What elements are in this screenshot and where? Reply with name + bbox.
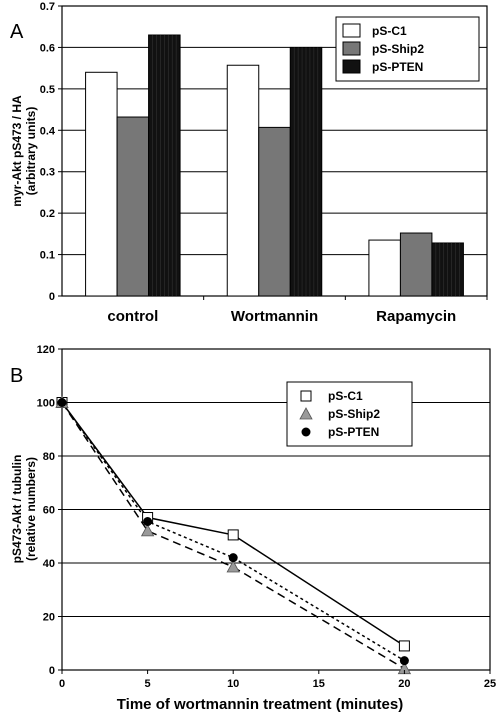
y-ticks-a: 0 0.1 0.2 0.3 0.4 0.5 0.6 0.7 xyxy=(40,1,62,303)
y-tick-label-a: 0.4 xyxy=(40,125,56,137)
legend-b: pS-C1 pS-Ship2 pS-PTEN xyxy=(286,381,413,447)
grid-b xyxy=(62,402,490,617)
x-tick-label-b: 20 xyxy=(398,678,410,690)
bar-ps-c1-rapamycin xyxy=(368,239,401,297)
y-tick-label-b: 0 xyxy=(49,665,55,677)
category-labels-a: control Wortmannin Rapamycin xyxy=(107,296,488,325)
point-ps-pten xyxy=(399,656,409,666)
y-tick-label-a: 0.7 xyxy=(40,1,55,13)
y-tick-label-a: 0.6 xyxy=(40,42,55,54)
legend-marker-ps-c1 xyxy=(300,390,312,402)
category-label: control xyxy=(107,308,158,325)
y-tick-label-a: 0.5 xyxy=(40,84,55,96)
y-tick-label-b: 40 xyxy=(43,558,55,570)
y-tick-label-a: 0.3 xyxy=(40,167,55,179)
point-ps-c1 xyxy=(227,529,239,541)
x-tick-label-b: 5 xyxy=(145,678,151,690)
bar-ps-ship2-rapamycin xyxy=(399,232,433,297)
y-tick-label-b: 120 xyxy=(37,344,55,356)
category-label: Rapamycin xyxy=(376,308,456,325)
x-tick-label-b: 15 xyxy=(313,678,325,690)
y-tick-label-b: 20 xyxy=(43,612,55,624)
legend-label-ps-pten: pS-PTEN xyxy=(328,425,379,439)
legend-swatch-ps-ship2 xyxy=(342,41,361,56)
y-tick-label-b: 60 xyxy=(43,505,55,517)
bar-ps-ship2-control xyxy=(116,116,150,297)
point-ps-c1 xyxy=(398,640,410,652)
line-ps-pten xyxy=(61,402,405,662)
y-tick-label-a: 0.1 xyxy=(40,250,55,262)
bar-ps-ship2-wortmannin xyxy=(258,126,291,297)
point-ps-ship2 xyxy=(226,560,240,573)
x-ticks-b: 0 5 10 15 20 25 xyxy=(59,670,496,690)
legend-marker-ps-pten xyxy=(301,427,311,437)
legend-label-ps-c1: pS-C1 xyxy=(328,389,363,403)
legend-label-ps-ship2: pS-Ship2 xyxy=(328,407,380,421)
legend-label-ps-pten: pS-PTEN xyxy=(372,60,423,74)
legend-swatch-ps-c1 xyxy=(342,23,361,38)
x-tick-label-b: 0 xyxy=(59,678,65,690)
bars-a xyxy=(85,34,464,297)
line-ps-ship2 xyxy=(61,402,405,670)
point-ps-pten xyxy=(228,553,238,563)
panel-label-a: A xyxy=(10,21,24,43)
x-tick-label-b: 10 xyxy=(227,678,239,690)
line-ps-c1 xyxy=(61,402,405,647)
y-tick-label-a: 0 xyxy=(49,291,55,303)
point-ps-ship2 xyxy=(140,524,155,537)
y-axis-label-a-line2: (arbitrary units) xyxy=(24,107,38,196)
legend-marker-ps-ship2 xyxy=(299,407,313,420)
legend-label-ps-c1: pS-C1 xyxy=(372,24,407,38)
panel-label-b: B xyxy=(10,365,23,387)
chart-a: 0 0.1 0.2 0.3 0.4 0.5 0.6 0.7 control Wortmannin… xyxy=(10,1,488,325)
y-axis-label-b-line1: pS473-Akt / tubulin xyxy=(10,455,24,564)
y-tick-label-b: 100 xyxy=(37,398,55,410)
y-axis-label-b-line2: (relative numbers) xyxy=(24,457,38,561)
chart-b: 0 20 40 60 80 100 120 0 5 10 15 20 25 B pS473-Akt /… xyxy=(10,344,496,713)
point-ps-pten xyxy=(143,517,153,527)
bar-ps-c1-wortmannin xyxy=(226,64,260,297)
x-axis-label-b: Time of wortmannin treatment (minutes) xyxy=(117,696,403,713)
y-tick-label-a: 0.2 xyxy=(40,208,55,220)
y-ticks-b: 0 20 40 60 80 100 120 xyxy=(37,344,62,677)
y-tick-label-b: 80 xyxy=(43,451,55,463)
legend-label-ps-ship2: pS-Ship2 xyxy=(372,42,424,56)
bar-ps-c1-control xyxy=(85,71,118,297)
lines-b xyxy=(61,402,405,670)
y-axis-label-a-line1: myr-Akt pS473 / HA xyxy=(10,95,24,207)
x-tick-label-b: 25 xyxy=(484,678,496,690)
legend-a: pS-C1 pS-Ship2 pS-PTEN xyxy=(335,16,480,82)
category-label: Wortmannin xyxy=(231,308,318,325)
legend-swatch-ps-pten xyxy=(342,59,361,74)
